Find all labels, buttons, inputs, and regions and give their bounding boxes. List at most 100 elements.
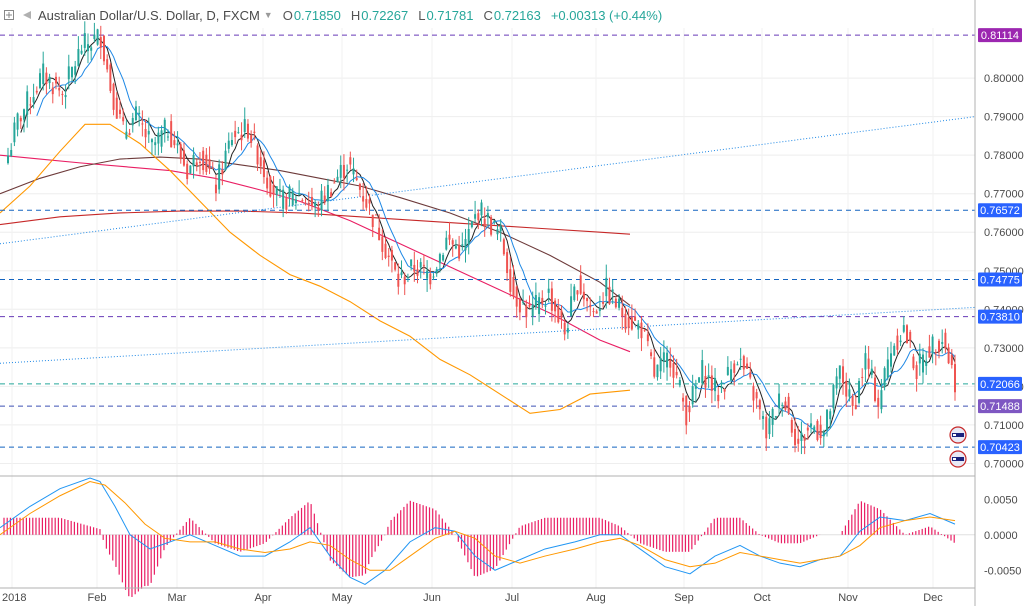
candle-body: [122, 117, 125, 122]
candle-body: [22, 109, 25, 120]
candle-body: [243, 119, 246, 133]
candle-body: [826, 409, 829, 431]
candle-body: [352, 168, 355, 175]
candle-body: [493, 220, 496, 222]
candle-body: [227, 140, 230, 149]
candle-body: [403, 276, 406, 285]
candle-body: [278, 189, 281, 191]
candle-body: [550, 288, 553, 311]
chevron-down-icon[interactable]: ▼: [263, 10, 273, 20]
candle-body: [806, 427, 809, 431]
candle-body: [246, 123, 249, 139]
candle-body: [618, 298, 621, 308]
candle-body: [138, 112, 141, 115]
candle-body: [176, 143, 179, 146]
candle-body: [582, 291, 585, 300]
candle-body: [483, 218, 486, 226]
candle-body: [61, 93, 64, 96]
candle-body: [720, 386, 723, 389]
candle-body: [413, 264, 416, 272]
candle-body: [317, 207, 320, 211]
economic-event-flag-icon[interactable]: [949, 450, 967, 468]
moving-average-line: [0, 154, 631, 353]
moving-average-line: [0, 156, 631, 306]
candle-body: [157, 132, 160, 144]
horizontal-levels[interactable]: [0, 34, 975, 448]
candle-body: [538, 297, 541, 315]
candle-body: [134, 106, 137, 121]
price-tag-label: 0.76572: [980, 205, 1020, 217]
candle-body: [838, 365, 841, 379]
candle-body: [666, 352, 669, 368]
candle-body: [438, 254, 441, 264]
candle-body: [38, 73, 41, 89]
symbol-title[interactable]: Australian Dollar/U.S. Dollar, D, FXCM: [38, 7, 260, 23]
economic-event-flag-icon[interactable]: [949, 426, 967, 444]
candle-body: [752, 386, 755, 401]
candle-body: [480, 202, 483, 216]
candle-body: [586, 298, 589, 302]
candle-body: [29, 104, 32, 106]
candle-body: [282, 189, 285, 209]
price-tag-label: 0.73810: [980, 312, 1020, 324]
candle-body: [490, 217, 493, 235]
candle-body: [285, 198, 288, 210]
candle-body: [160, 130, 163, 147]
candle-body: [451, 240, 454, 245]
date-tick-label: Dec: [923, 592, 943, 604]
candle-body: [445, 237, 448, 250]
price-tag: [978, 203, 1022, 218]
candle-body: [96, 29, 99, 45]
candle-body: [128, 133, 131, 136]
candle-body: [704, 376, 707, 388]
candle-body: [112, 83, 115, 110]
moving-average-line: [36, 45, 956, 436]
candle-body: [221, 169, 224, 175]
candle-body: [205, 154, 208, 172]
candle-body: [458, 244, 461, 259]
candle-body: [554, 300, 557, 312]
date-tick-label: 2018: [2, 592, 26, 604]
candle-body: [333, 182, 336, 184]
moving-averages: [0, 36, 956, 440]
candle-body: [320, 190, 323, 211]
price-tick-label: 0.80000: [984, 73, 1024, 85]
candle-body: [45, 72, 48, 85]
date-tick-label: Apr: [254, 592, 271, 604]
trend-lines[interactable]: [0, 116, 976, 364]
candle-body: [640, 322, 643, 339]
price-tag-label: 0.70423: [980, 442, 1020, 454]
candle-body: [560, 310, 563, 318]
candle-body: [173, 140, 176, 146]
collapse-triangle-icon[interactable]: [22, 10, 32, 20]
candle-body: [810, 423, 813, 427]
candle-body: [211, 167, 214, 169]
event-flag-icons[interactable]: [949, 426, 967, 468]
expand-icon[interactable]: [4, 10, 14, 20]
candle-body: [890, 353, 893, 367]
candle-body: [813, 426, 816, 432]
candle-body: [250, 135, 253, 143]
candle-body: [954, 364, 956, 393]
candle-body: [867, 358, 870, 369]
candle-body: [154, 142, 157, 146]
candle-body: [99, 37, 102, 48]
candle-body: [902, 325, 905, 332]
candle-body: [736, 364, 739, 366]
candle-body: [442, 254, 445, 261]
candle-body: [778, 393, 781, 409]
candle-body: [179, 144, 182, 160]
candle-body: [710, 375, 713, 391]
candle-body: [909, 331, 912, 341]
candle-body: [125, 131, 128, 139]
candle-body: [26, 91, 29, 115]
candle-body: [781, 404, 784, 406]
candle-body: [32, 97, 35, 103]
candle-body: [349, 157, 352, 165]
macd-tick-label: 0.0000: [984, 530, 1018, 542]
candle-body: [701, 360, 704, 384]
grid: [0, 28, 975, 588]
candle-body: [912, 356, 915, 369]
candle-body: [874, 377, 877, 401]
